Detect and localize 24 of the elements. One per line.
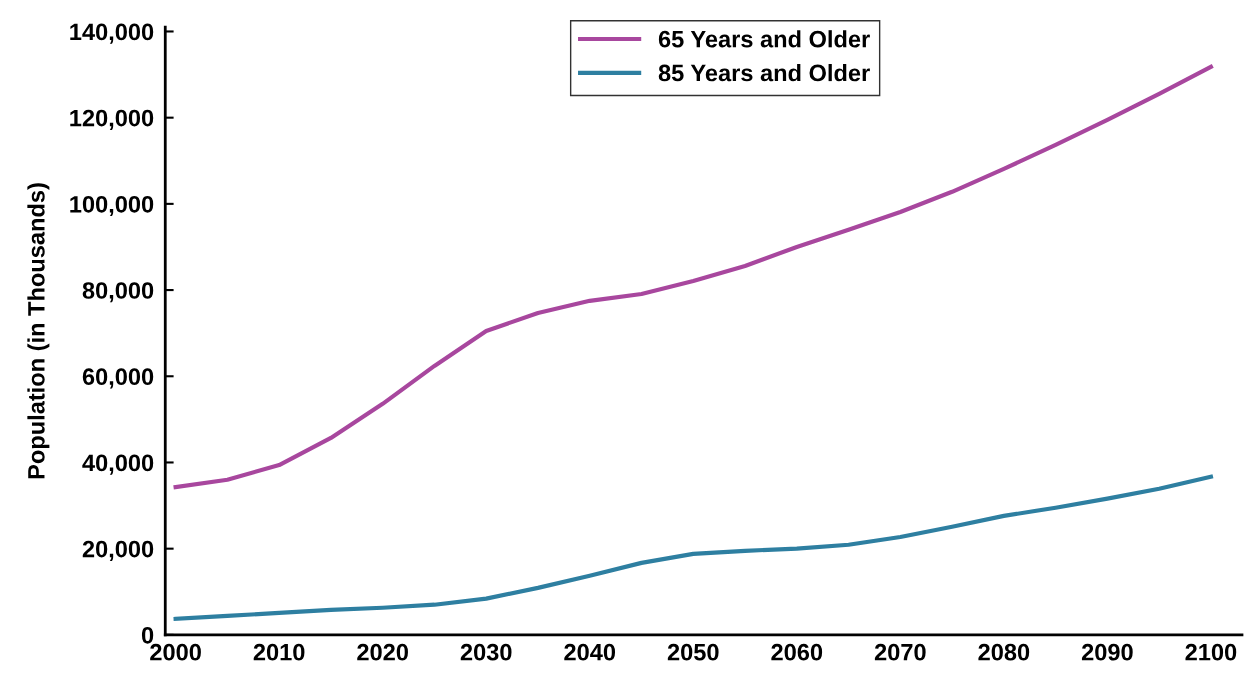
x-tick-label: 2040 bbox=[564, 643, 616, 661]
x-tick-label: 2010 bbox=[253, 643, 305, 661]
line-series bbox=[173, 474, 1214, 622]
legend-label: 65 Years and Older bbox=[658, 30, 870, 48]
x-tick-label: 2030 bbox=[460, 643, 512, 661]
x-tick-label: 2080 bbox=[978, 643, 1030, 661]
x-tick-label: 2060 bbox=[771, 643, 823, 661]
x-tick-label: 2090 bbox=[1081, 643, 1133, 661]
y-tick-label: 140,000 bbox=[70, 23, 154, 44]
legend-label: 85 Years and Older bbox=[658, 63, 870, 82]
line-series bbox=[173, 64, 1214, 490]
y-tick-label: 60,000 bbox=[82, 368, 154, 389]
y-tick-label: 0 bbox=[141, 626, 154, 644]
x-tick-label: 2050 bbox=[667, 643, 719, 661]
y-tick-label: 80,000 bbox=[82, 282, 154, 303]
x-tick-label: 2000 bbox=[150, 643, 201, 661]
y-tick-label: 40,000 bbox=[82, 454, 154, 475]
y-tick-label: 120,000 bbox=[70, 109, 154, 130]
x-tick-label: 2070 bbox=[874, 643, 926, 661]
x-tick-label: 2020 bbox=[357, 643, 408, 661]
y-tick-label: 100,000 bbox=[70, 195, 154, 217]
x-tick-label: 2100 bbox=[1185, 643, 1237, 661]
y-axis-title: Population (in Thousands) bbox=[27, 183, 50, 479]
y-tick-label: 20,000 bbox=[82, 540, 154, 561]
